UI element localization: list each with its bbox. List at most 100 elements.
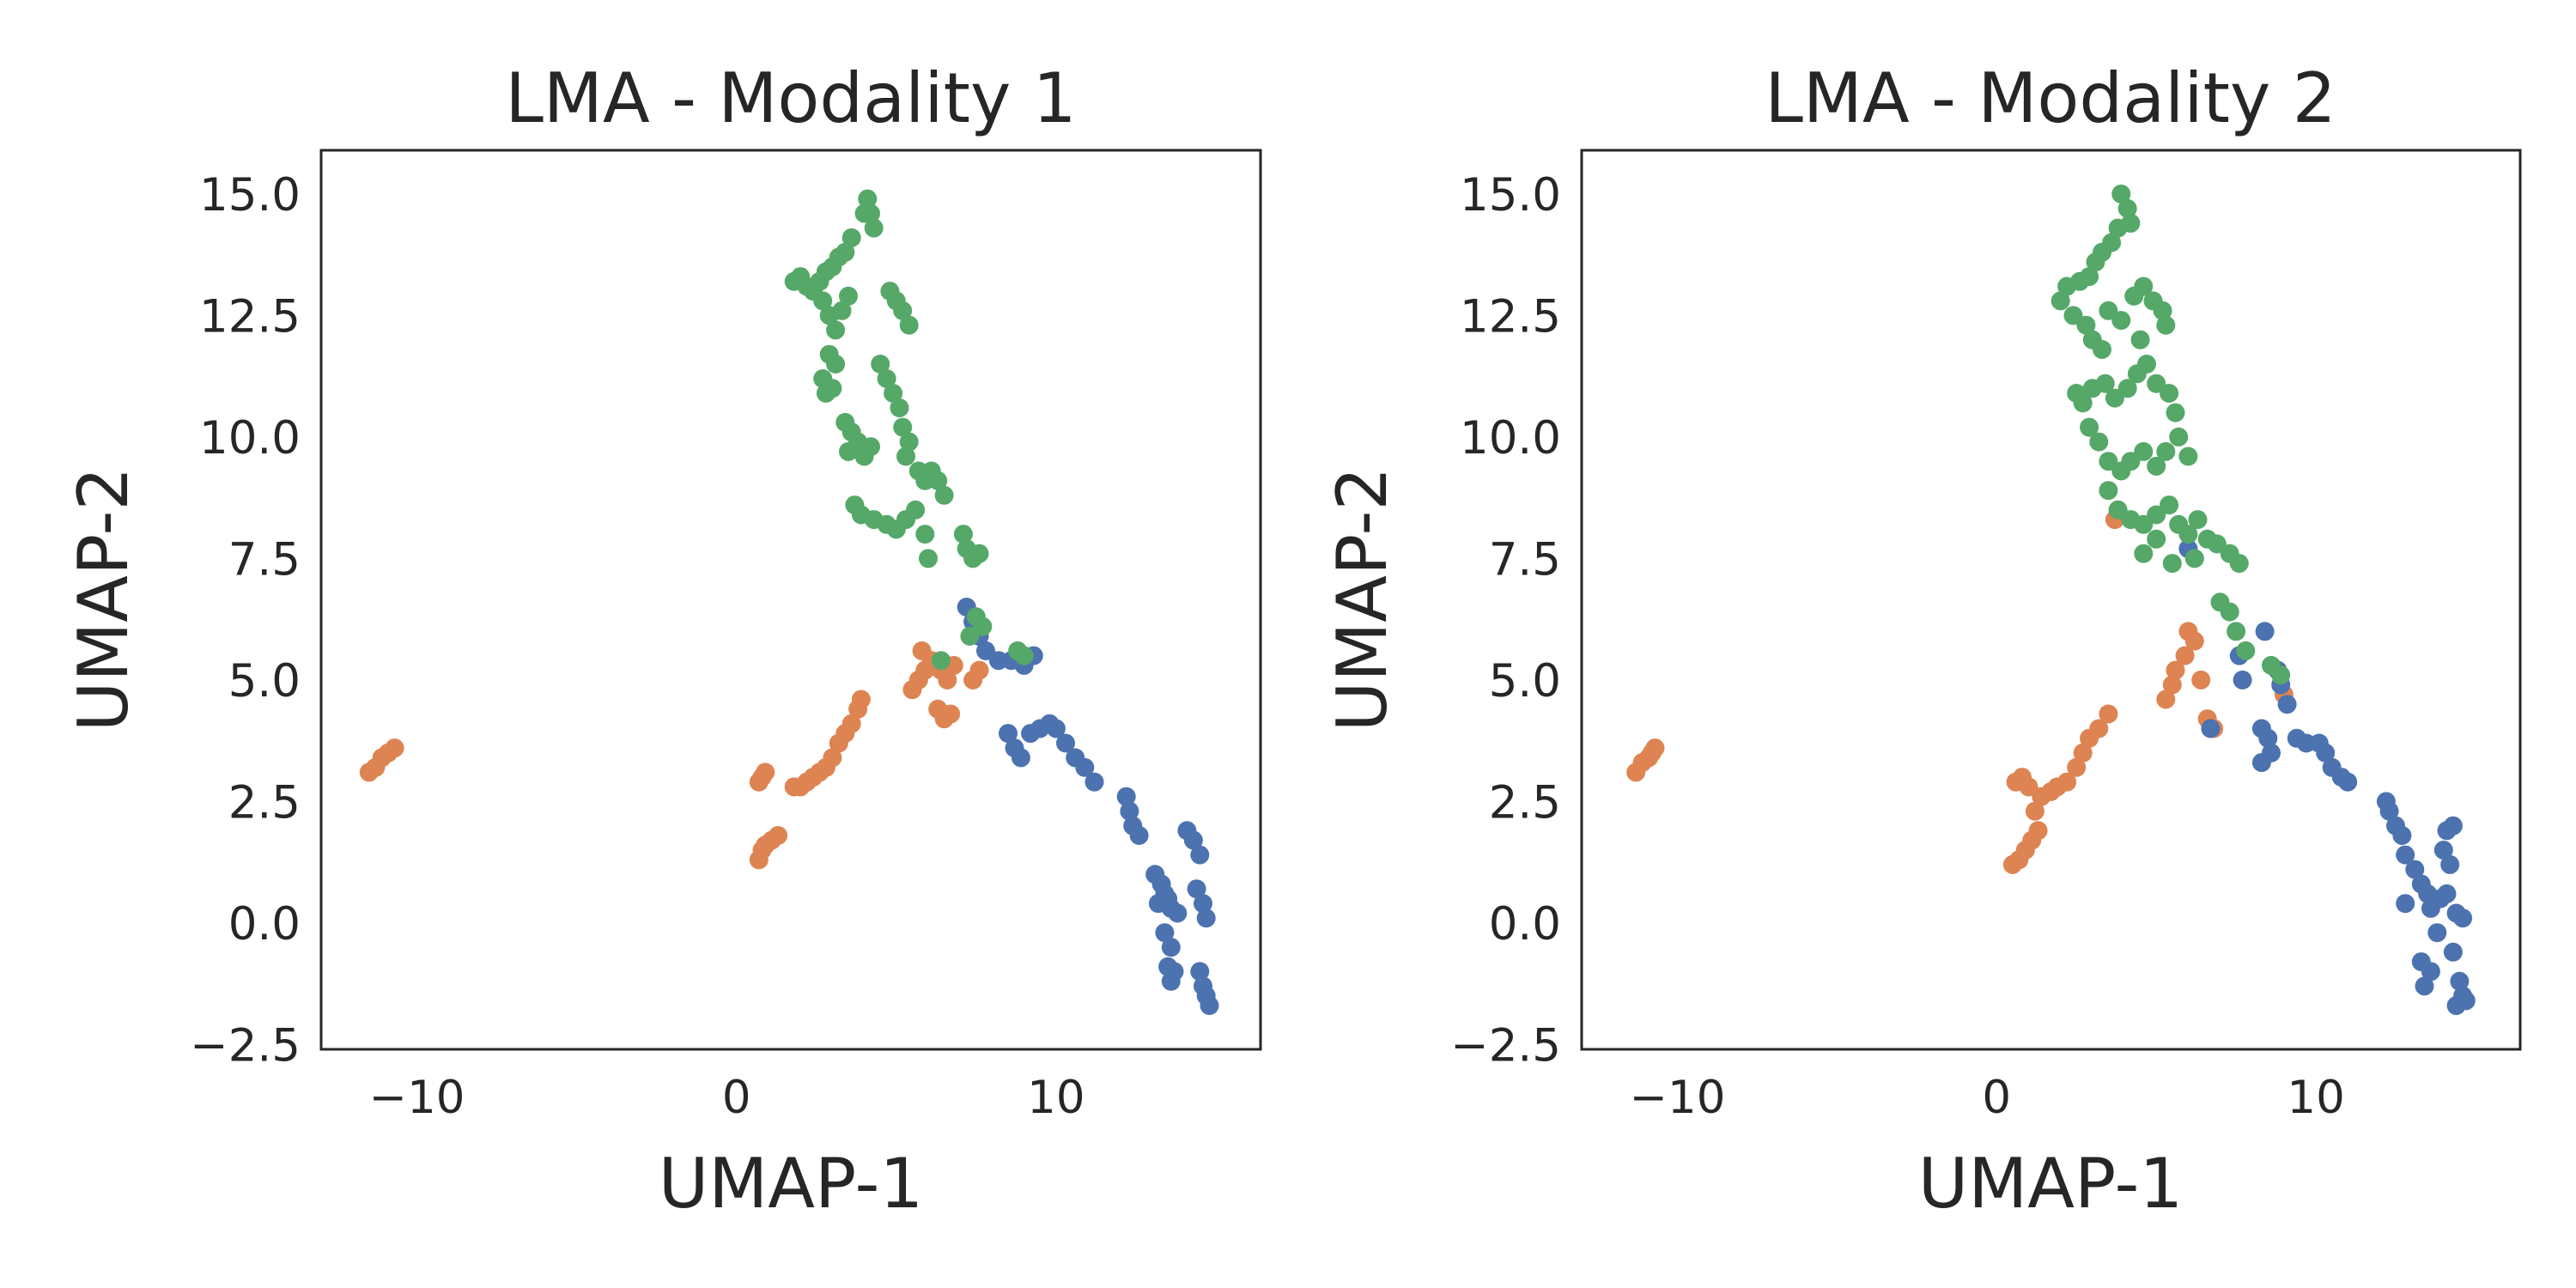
data-point-series-3 bbox=[2227, 622, 2246, 641]
subplot-modality-2: LMA - Modality 2 −10 0 10 −2.5 0.0 2.5 5.0 7.5… bbox=[1322, 58, 2522, 1224]
data-point-series-3 bbox=[832, 301, 852, 320]
data-point-series-3 bbox=[2147, 374, 2166, 393]
data-point-series-3 bbox=[931, 651, 951, 671]
x-tick-label: 0 bbox=[722, 1072, 751, 1124]
data-point-series-1 bbox=[2099, 704, 2118, 724]
data-point-series-3 bbox=[2111, 184, 2131, 204]
plot-frame bbox=[1580, 149, 2522, 1051]
data-point-series-3 bbox=[2095, 374, 2115, 393]
data-point-series-3 bbox=[2178, 525, 2198, 544]
y-tick-label: −2.5 bbox=[1450, 1019, 1561, 1072]
y-tick-label: 7.5 bbox=[1489, 533, 1561, 586]
data-point-series-3 bbox=[953, 525, 973, 544]
data-point-series-3 bbox=[871, 355, 890, 374]
y-tick-label: 5.0 bbox=[1489, 655, 1561, 708]
data-point-series-2 bbox=[2437, 884, 2457, 903]
data-point-series-1 bbox=[756, 762, 775, 782]
data-point-series-2 bbox=[2201, 719, 2221, 738]
data-point-series-1 bbox=[2166, 660, 2185, 680]
y-tick-labels: −2.5 0.0 2.5 5.0 7.5 10.0 12.5 15.0 bbox=[190, 169, 301, 1072]
data-point-series-3 bbox=[2147, 456, 2166, 476]
data-point-series-3 bbox=[2099, 301, 2118, 320]
data-point-series-3 bbox=[2229, 554, 2249, 574]
data-point-series-3 bbox=[2134, 544, 2154, 563]
data-point-series-3 bbox=[2057, 276, 2077, 296]
y-tick-label: −2.5 bbox=[190, 1019, 301, 1072]
data-point-series-3 bbox=[919, 549, 938, 568]
data-point-series-3 bbox=[854, 204, 874, 223]
data-point-series-1 bbox=[385, 738, 404, 758]
data-point-series-2 bbox=[2443, 942, 2463, 962]
data-point-series-3 bbox=[2160, 495, 2179, 515]
data-point-series-3 bbox=[2207, 534, 2227, 554]
plot-frame bbox=[319, 149, 1262, 1051]
data-point-series-3 bbox=[861, 437, 880, 457]
x-tick-label: 0 bbox=[1982, 1072, 2011, 1124]
data-point-series-3 bbox=[2220, 602, 2239, 622]
data-point-series-2 bbox=[1155, 923, 1175, 943]
data-point-series-3 bbox=[2080, 417, 2099, 437]
data-point-series-1 bbox=[823, 748, 842, 768]
data-point-series-2 bbox=[2258, 728, 2278, 748]
data-point-series-2 bbox=[1190, 845, 1210, 865]
data-point-series-3 bbox=[2067, 384, 2087, 403]
data-point-series-2 bbox=[2379, 801, 2399, 821]
data-point-series-3 bbox=[2130, 330, 2150, 349]
data-point-series-3 bbox=[826, 320, 846, 340]
data-point-series-3 bbox=[2184, 549, 2204, 568]
data-point-series-3 bbox=[893, 417, 913, 437]
y-tick-label: 10.0 bbox=[199, 412, 301, 465]
data-point-series-2 bbox=[2433, 841, 2453, 860]
data-point-series-3 bbox=[2134, 514, 2154, 534]
data-point-series-2 bbox=[1158, 889, 1178, 908]
data-point-series-3 bbox=[877, 369, 896, 388]
x-tick-label: 10 bbox=[1027, 1072, 1084, 1124]
data-point-series-3 bbox=[2108, 218, 2128, 238]
data-point-series-2 bbox=[2405, 860, 2425, 879]
data-point-series-3 bbox=[826, 355, 846, 374]
data-point-series-3 bbox=[841, 228, 861, 247]
data-point-series-3 bbox=[2050, 291, 2070, 311]
data-point-series-2 bbox=[1187, 879, 1206, 899]
data-point-series-3 bbox=[2156, 441, 2176, 461]
x-axis-label: UMAP-1 bbox=[1918, 1144, 2184, 1224]
data-point-series-2 bbox=[2392, 826, 2412, 845]
data-point-series-2 bbox=[2316, 743, 2336, 762]
chart-title: LMA - Modality 1 bbox=[505, 58, 1076, 138]
data-point-series-3 bbox=[928, 471, 948, 490]
data-point-series-2 bbox=[2338, 772, 2358, 792]
data-point-series-3 bbox=[2271, 665, 2291, 685]
data-point-series-3 bbox=[915, 525, 935, 544]
data-point-series-1 bbox=[2028, 821, 2048, 841]
data-point-series-2 bbox=[2453, 908, 2473, 928]
data-point-series-3 bbox=[823, 379, 842, 398]
y-tick-label: 0.0 bbox=[1489, 898, 1561, 951]
data-point-series-2 bbox=[2421, 962, 2440, 981]
data-point-series-1 bbox=[2025, 801, 2044, 821]
y-tick-label: 0.0 bbox=[228, 898, 301, 951]
data-point-series-2 bbox=[1116, 787, 1136, 806]
y-tick-labels: −2.5 0.0 2.5 5.0 7.5 10.0 12.5 15.0 bbox=[1450, 169, 1561, 1072]
data-point-series-3 bbox=[2169, 427, 2189, 447]
data-point-series-3 bbox=[969, 544, 989, 563]
data-point-series-1 bbox=[769, 826, 788, 845]
data-point-series-1 bbox=[938, 670, 957, 690]
data-point-series-3 bbox=[2153, 301, 2172, 320]
y-tick-label: 15.0 bbox=[199, 169, 301, 222]
chart-title: LMA - Modality 2 bbox=[1765, 58, 2336, 138]
data-point-series-3 bbox=[2121, 452, 2141, 471]
x-tick-labels: −10 0 10 bbox=[1630, 1072, 2345, 1124]
data-point-series-3 bbox=[2086, 252, 2105, 272]
data-point-series-3 bbox=[2156, 315, 2176, 335]
data-point-series-3 bbox=[973, 617, 993, 636]
data-point-series-3 bbox=[2166, 403, 2185, 422]
data-point-series-2 bbox=[1168, 903, 1188, 923]
data-point-series-2 bbox=[1084, 772, 1104, 792]
y-tick-label: 2.5 bbox=[228, 776, 301, 829]
data-point-series-2 bbox=[1161, 938, 1181, 957]
data-point-series-2 bbox=[1161, 971, 1181, 991]
data-point-series-1 bbox=[851, 690, 871, 709]
y-tick-label: 12.5 bbox=[1460, 290, 1561, 343]
data-point-series-1 bbox=[2162, 675, 2182, 695]
data-point-series-3 bbox=[934, 485, 954, 505]
